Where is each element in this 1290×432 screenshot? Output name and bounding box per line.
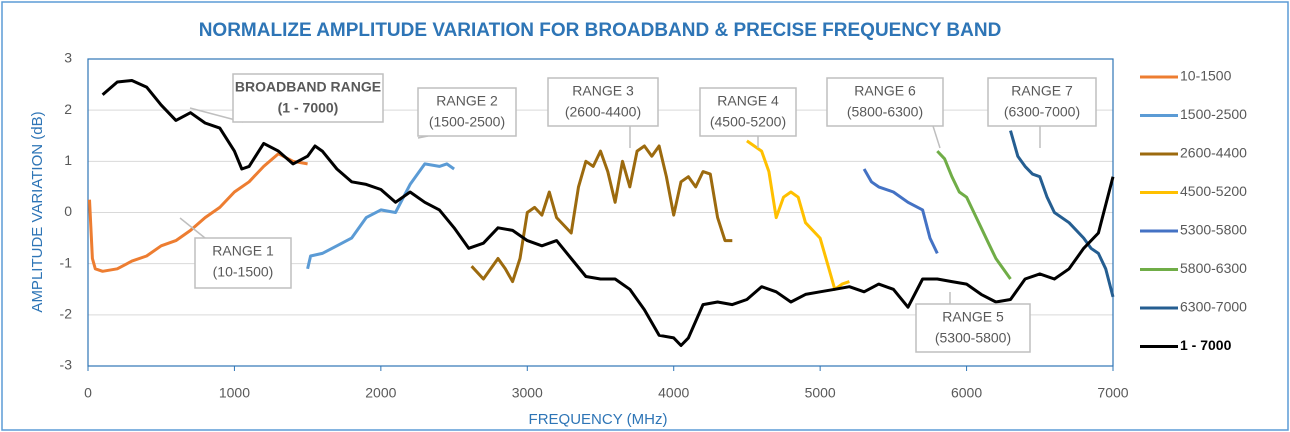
y-tick-label: 1 bbox=[64, 152, 72, 168]
callout: RANGE 4 (4500-5200) bbox=[699, 87, 797, 148]
x-tick-label: 5000 bbox=[805, 385, 836, 401]
callout-box bbox=[194, 237, 292, 289]
callout-text: RANGE 3 bbox=[572, 83, 634, 99]
callout-text: (5300-5800) bbox=[935, 330, 1011, 346]
callout-leader bbox=[932, 125, 941, 149]
callout-text: RANGE 4 bbox=[717, 93, 779, 109]
y-tick-label: -1 bbox=[60, 254, 73, 270]
y-tick-label: -2 bbox=[60, 306, 73, 322]
y-tick-label: 0 bbox=[64, 203, 72, 219]
callout: RANGE 6 (5800-6300) bbox=[826, 77, 944, 149]
callout-text: (10-1500) bbox=[213, 264, 274, 280]
callout-text: RANGE 5 bbox=[942, 309, 1004, 325]
callout-box bbox=[915, 303, 1031, 353]
series-line bbox=[101, 79, 1115, 347]
y-tick-label: -3 bbox=[60, 357, 73, 373]
callout: BROADBAND RANGE (1 - 7000) bbox=[189, 73, 384, 123]
x-tick-label: 3000 bbox=[512, 385, 543, 401]
y-tick-label: 2 bbox=[64, 101, 72, 117]
callout-text: RANGE 1 bbox=[212, 243, 274, 259]
legend-label: 2600-4400 bbox=[1180, 145, 1247, 161]
callout-text: RANGE 2 bbox=[436, 93, 498, 109]
series-line bbox=[88, 152, 308, 273]
x-tick-label: 4000 bbox=[658, 385, 689, 401]
legend-label: 1 - 7000 bbox=[1180, 337, 1232, 353]
callout-box bbox=[826, 77, 944, 127]
legend-label: 1500-2500 bbox=[1180, 106, 1247, 122]
callout-text: BROADBAND RANGE bbox=[235, 79, 381, 95]
series-line bbox=[306, 162, 455, 270]
y-tick-label: 3 bbox=[64, 50, 72, 66]
x-tick-label: 2000 bbox=[365, 385, 396, 401]
x-tick-label: 7000 bbox=[1097, 385, 1128, 401]
x-axis-label: FREQUENCY (MHz) bbox=[529, 411, 668, 428]
chart-title: NORMALIZE AMPLITUDE VARIATION FOR BROADB… bbox=[199, 20, 1002, 41]
legend-label: 5300-5800 bbox=[1180, 222, 1247, 238]
callout: RANGE 2 (1500-2500) bbox=[417, 87, 517, 139]
callout: RANGE 1 (10-1500) bbox=[179, 217, 292, 289]
callout: RANGE 7 (6300-7000) bbox=[987, 77, 1097, 148]
callout: RANGE 3 (2600-4400) bbox=[547, 77, 659, 148]
x-tick-label: 6000 bbox=[951, 385, 982, 401]
series-line bbox=[862, 168, 939, 255]
plot-border bbox=[87, 58, 1114, 367]
callout-text: RANGE 6 bbox=[854, 83, 916, 99]
series-line bbox=[470, 144, 733, 284]
x-tick-label: 1000 bbox=[219, 385, 250, 401]
callout: RANGE 5 (5300-5800) bbox=[915, 292, 1031, 353]
callout-box bbox=[699, 87, 797, 137]
legend-label: 5800-6300 bbox=[1180, 260, 1247, 276]
legend-label: 10-1500 bbox=[1180, 68, 1232, 84]
callout-text: RANGE 7 bbox=[1011, 83, 1073, 99]
callout-text: (5800-6300) bbox=[847, 104, 923, 120]
callout-box bbox=[987, 77, 1097, 127]
callout-box bbox=[417, 87, 517, 137]
y-axis-label: AMPLITUDE VARIATION (dB) bbox=[29, 111, 46, 312]
legend-label: 6300-7000 bbox=[1180, 299, 1247, 315]
x-tick-label: 0 bbox=[84, 385, 92, 401]
callout-leader bbox=[179, 217, 206, 239]
legend-label: 4500-5200 bbox=[1180, 183, 1247, 199]
callout-box bbox=[547, 77, 659, 127]
callout-text: (6300-7000) bbox=[1004, 104, 1080, 120]
series-line bbox=[936, 150, 1012, 280]
callout-text: (2600-4400) bbox=[565, 104, 641, 120]
callout-text: (1 - 7000) bbox=[278, 100, 339, 116]
callout-text: (4500-5200) bbox=[710, 114, 786, 130]
callout-text: (1500-2500) bbox=[429, 114, 505, 130]
callout-box bbox=[232, 73, 384, 123]
series-line bbox=[1009, 130, 1115, 298]
